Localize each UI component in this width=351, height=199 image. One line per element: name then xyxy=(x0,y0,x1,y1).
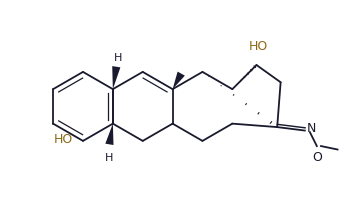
Text: HO: HO xyxy=(249,40,268,53)
Polygon shape xyxy=(112,66,120,89)
Text: HO: HO xyxy=(53,133,73,146)
Text: O: O xyxy=(312,151,322,164)
Text: N: N xyxy=(306,122,316,135)
Polygon shape xyxy=(173,72,185,89)
Text: H: H xyxy=(105,153,114,163)
Polygon shape xyxy=(105,124,113,145)
Text: H: H xyxy=(114,53,122,63)
